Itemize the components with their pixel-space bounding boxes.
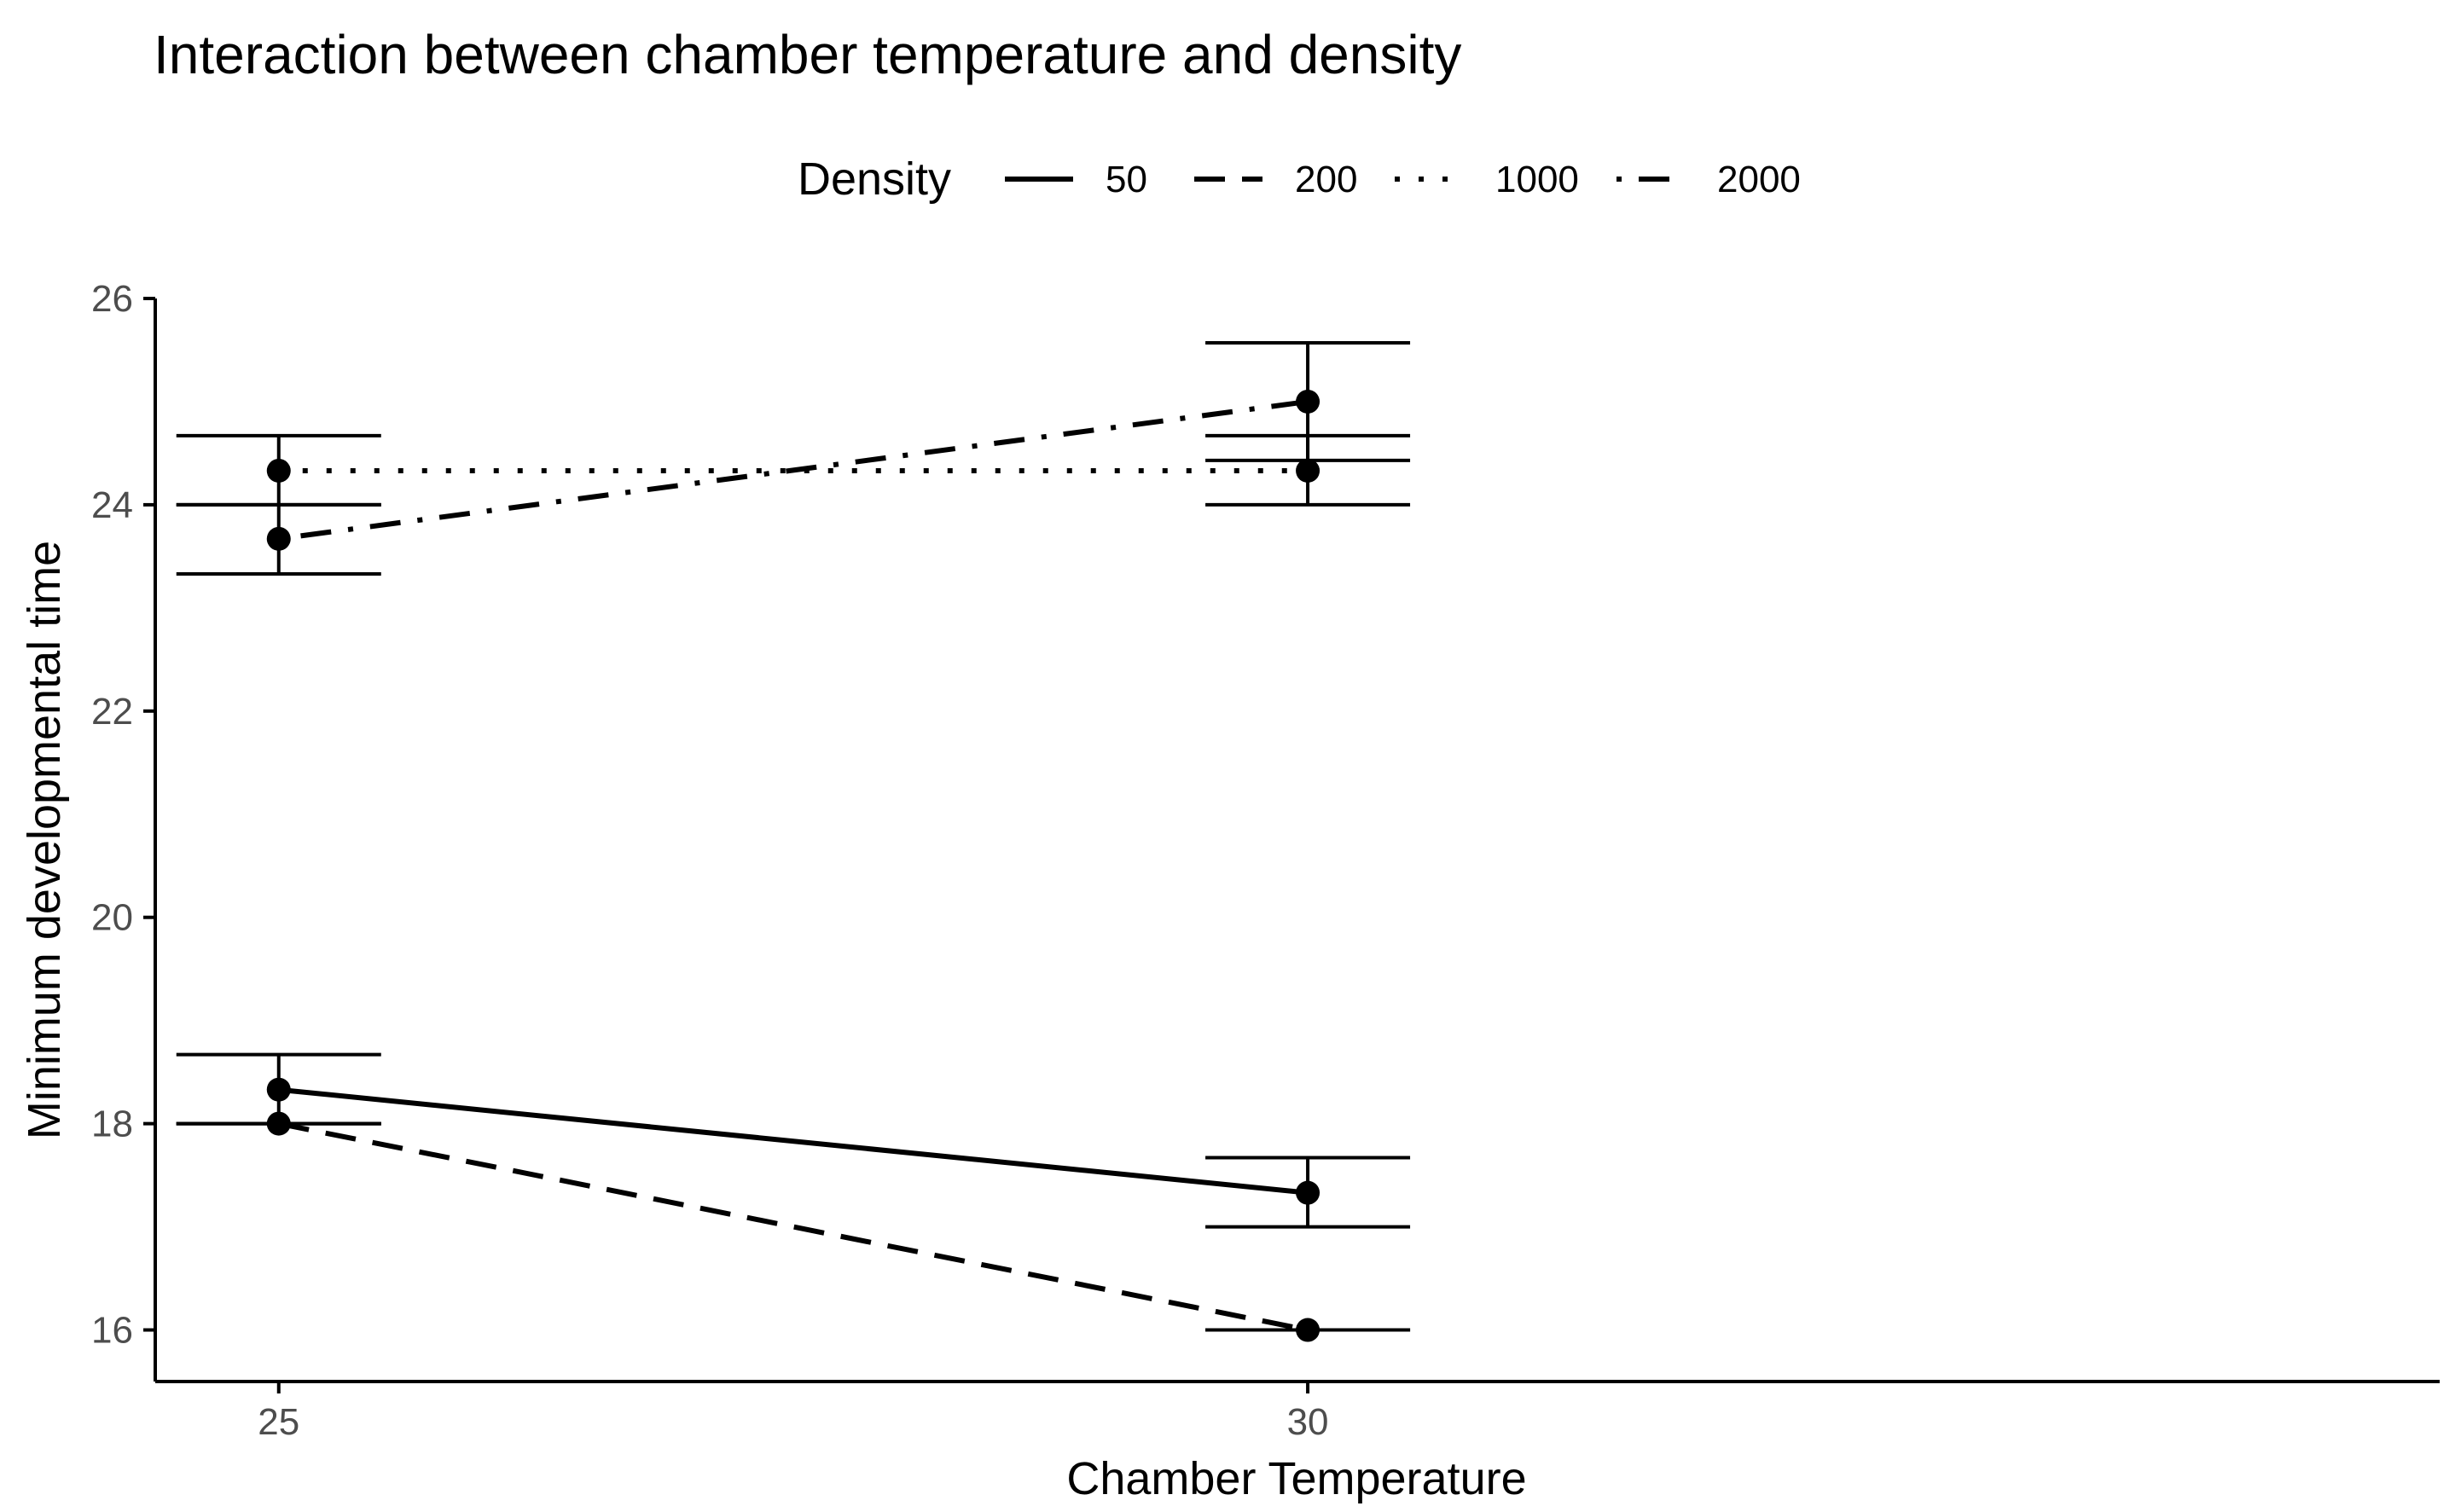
y-axis-title: Minimum developmental time — [19, 541, 70, 1139]
legend-entry-50: 50 — [1005, 159, 1147, 200]
legend-label: 50 — [1106, 159, 1147, 200]
y-tick-label: 20 — [91, 897, 133, 939]
y-tick-label: 26 — [91, 278, 133, 320]
point-2000-30 — [1296, 389, 1320, 414]
y-tick-label: 18 — [91, 1104, 133, 1145]
point-1000-30 — [1296, 458, 1320, 483]
points — [266, 389, 1320, 1342]
x-tick-label: 25 — [258, 1401, 299, 1443]
legend-label: 200 — [1295, 159, 1357, 200]
point-50-25 — [266, 1077, 291, 1102]
legend-entry-1000: 1000 — [1395, 159, 1579, 200]
x-tick-label: 30 — [1287, 1401, 1329, 1443]
legend-entry-2000: 2000 — [1616, 159, 1801, 200]
axes — [154, 298, 2440, 1383]
point-200-30 — [1296, 1318, 1320, 1342]
series-lines — [278, 398, 1309, 1333]
y-tick-label: 16 — [91, 1310, 133, 1352]
legend-label: 2000 — [1717, 159, 1801, 200]
chart-title: Interaction between chamber temperature … — [154, 24, 1461, 85]
point-50-30 — [1296, 1180, 1320, 1205]
y-tick-label: 22 — [91, 691, 133, 733]
series-line-2000 — [278, 398, 1309, 542]
series-line-200 — [278, 1121, 1309, 1333]
ticks: 16 18 20 22 24 26 25 30 — [91, 278, 1328, 1443]
series-line-50 — [278, 1086, 1309, 1196]
legend-label: 1000 — [1495, 159, 1579, 200]
legend-title: Density — [798, 154, 951, 205]
legend: Density 50 200 1000 2000 — [798, 154, 1801, 205]
point-1000-25 — [266, 458, 291, 483]
x-axis-title: Chamber Temperature — [1066, 1453, 1526, 1504]
y-tick-label: 24 — [91, 484, 133, 526]
error-bars — [176, 341, 1411, 1332]
legend-entry-200: 200 — [1194, 159, 1357, 200]
point-200-25 — [266, 1111, 291, 1136]
point-2000-25 — [266, 526, 291, 551]
